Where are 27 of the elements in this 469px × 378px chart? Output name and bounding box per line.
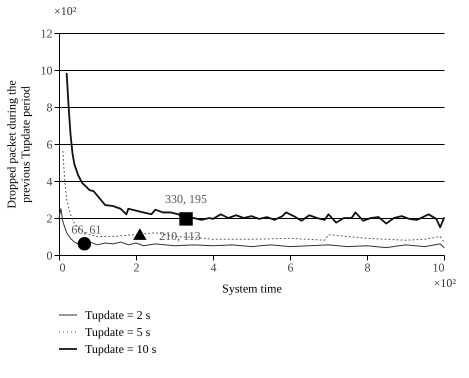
x-tick-label: 10 [432, 260, 444, 274]
y-tick-label: 8 [46, 100, 52, 114]
annotation: 66, 61 [71, 222, 102, 237]
legend-label: Tupdate = 5 s [85, 325, 151, 339]
text: ×10² [54, 4, 77, 18]
legend-label: Tupdate = 2 s [85, 308, 151, 322]
x-tick-label: 4 [210, 260, 216, 274]
y-tick-label: 6 [46, 138, 52, 152]
x-tick-label: 2 [134, 260, 140, 274]
line-series [62, 150, 444, 243]
y-tick-label: 0 [46, 248, 52, 262]
x-tick-label: 8 [364, 260, 370, 274]
x-tick-label: 0 [60, 260, 66, 274]
x-axis-title: System time [222, 282, 282, 296]
y-axis-title: Dropped packet during the previous Tupdate period [4, 80, 32, 209]
point [133, 228, 147, 240]
annotation: 210, 113 [159, 229, 201, 244]
y-tick-label: 2 [46, 212, 52, 226]
point [179, 212, 193, 226]
annotation: 330, 195 [165, 192, 208, 206]
y-tick-label: 4 [46, 174, 52, 188]
y-tick-label: 12 [40, 26, 52, 40]
y-tick-label: 10 [40, 64, 52, 78]
x-tick-label: 6 [288, 260, 294, 274]
legend-label: Tupdate = 10 s [85, 342, 157, 356]
point [78, 237, 92, 250]
text: ×10² [434, 276, 456, 290]
